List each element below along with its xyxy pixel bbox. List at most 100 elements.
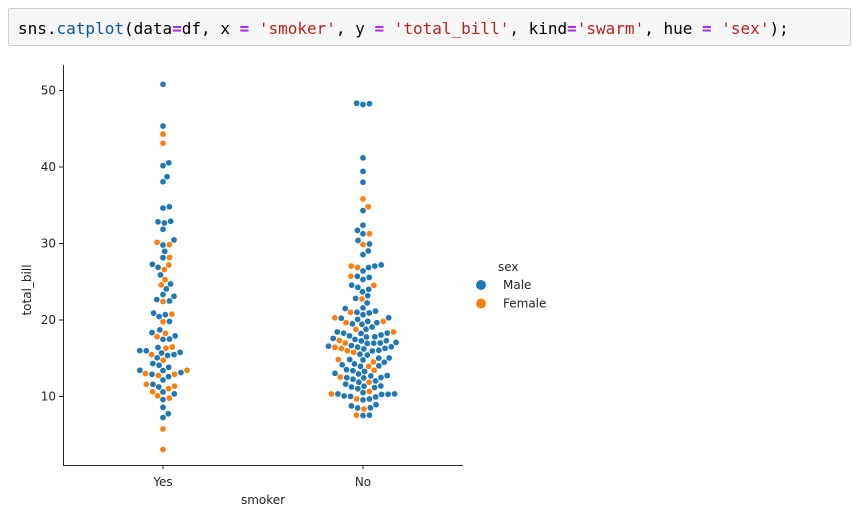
data-point-male — [388, 344, 394, 350]
data-point-male — [165, 374, 171, 380]
code-token: sns. — [18, 19, 57, 38]
data-point-male — [160, 81, 166, 87]
data-point-male — [349, 321, 355, 327]
data-point-male — [346, 333, 352, 339]
data-point-male — [157, 272, 163, 278]
x-ticks: Yes No — [152, 465, 371, 489]
data-point-female — [155, 372, 161, 378]
data-point-male — [382, 345, 388, 351]
data-point-male — [360, 179, 366, 185]
data-point-male — [361, 375, 367, 381]
data-point-male — [164, 174, 170, 180]
data-point-female — [338, 345, 344, 351]
data-point-male — [360, 222, 366, 228]
data-point-male — [357, 363, 363, 369]
data-point-male — [355, 237, 361, 243]
data-point-male — [160, 377, 166, 383]
data-point-male — [347, 393, 353, 399]
data-point-female — [161, 266, 167, 272]
data-point-female — [171, 383, 177, 389]
data-point-male — [160, 291, 166, 297]
data-point-male — [164, 352, 170, 358]
data-point-male — [160, 414, 166, 420]
data-point-female — [162, 330, 168, 336]
data-point-female — [335, 356, 341, 362]
data-point-male — [355, 344, 361, 350]
data-point-male — [160, 389, 166, 395]
data-point-female — [143, 381, 149, 387]
data-point-male — [366, 396, 372, 402]
data-point-male — [171, 237, 177, 243]
data-point-male — [371, 340, 377, 346]
legend-title: sex — [498, 260, 519, 274]
data-point-female — [160, 319, 166, 325]
data-point-male — [366, 286, 372, 292]
data-point-male — [360, 389, 366, 395]
data-point-male — [356, 379, 362, 385]
data-point-male — [378, 262, 384, 268]
data-point-male — [160, 179, 166, 185]
axes-spines — [63, 65, 463, 466]
data-point-female — [166, 254, 172, 260]
data-point-male — [160, 396, 166, 402]
data-point-male — [373, 394, 379, 400]
data-point-female — [366, 231, 372, 237]
data-point-male — [354, 100, 360, 106]
data-point-female — [160, 357, 166, 363]
data-point-female — [360, 242, 366, 248]
data-point-male — [343, 367, 349, 373]
data-point-male — [157, 327, 163, 333]
data-point-female — [160, 140, 166, 146]
data-point-male — [355, 316, 361, 322]
data-point-male — [364, 352, 370, 358]
data-point-male — [378, 383, 384, 389]
data-point-male — [354, 227, 360, 233]
data-point-male — [156, 384, 162, 390]
data-point-male — [338, 315, 344, 321]
data-point-male — [363, 326, 369, 332]
data-point-female — [166, 386, 172, 392]
data-point-male — [149, 330, 155, 336]
data-point-male — [360, 276, 366, 282]
code-token: , y — [336, 19, 375, 38]
y-tick-label: 50 — [41, 84, 56, 98]
data-point-male — [156, 362, 162, 368]
legend: sex Male Female — [476, 260, 546, 311]
data-point-male — [178, 369, 184, 375]
data-point-male — [367, 405, 373, 411]
code-token: = — [702, 19, 712, 38]
data-point-male — [137, 367, 143, 373]
data-point-male — [360, 312, 366, 318]
data-point-male — [359, 289, 365, 295]
data-point-male — [360, 155, 366, 161]
data-point-male — [163, 286, 169, 292]
data-point-male — [360, 251, 366, 257]
data-point-male — [378, 332, 384, 338]
data-point-male — [137, 348, 143, 354]
data-point-female — [158, 282, 164, 288]
data-point-male — [339, 362, 345, 368]
data-point-male — [360, 101, 366, 107]
data-point-male — [368, 373, 374, 379]
data-point-male — [384, 372, 390, 378]
x-tick-label: Yes — [152, 475, 172, 489]
data-point-male — [155, 264, 161, 270]
data-point-male — [325, 343, 331, 349]
code-token: (data — [124, 19, 172, 38]
data-point-male — [371, 384, 377, 390]
code-cell[interactable]: sns.catplot(data=df, x = 'smoker', y = '… — [8, 8, 851, 46]
data-point-male — [149, 371, 155, 377]
data-point-male — [171, 293, 177, 299]
data-point-male — [366, 412, 372, 418]
data-point-male — [360, 397, 366, 403]
data-point-female — [366, 379, 372, 385]
data-point-male — [366, 310, 372, 316]
data-point-male — [361, 346, 367, 352]
data-point-female — [154, 239, 160, 245]
y-axis-label: total_bill — [20, 264, 34, 315]
data-point-male — [348, 342, 354, 348]
data-point-male — [386, 355, 392, 361]
data-point-male — [376, 363, 382, 369]
data-point-male — [166, 160, 172, 166]
data-point-female — [150, 389, 156, 395]
